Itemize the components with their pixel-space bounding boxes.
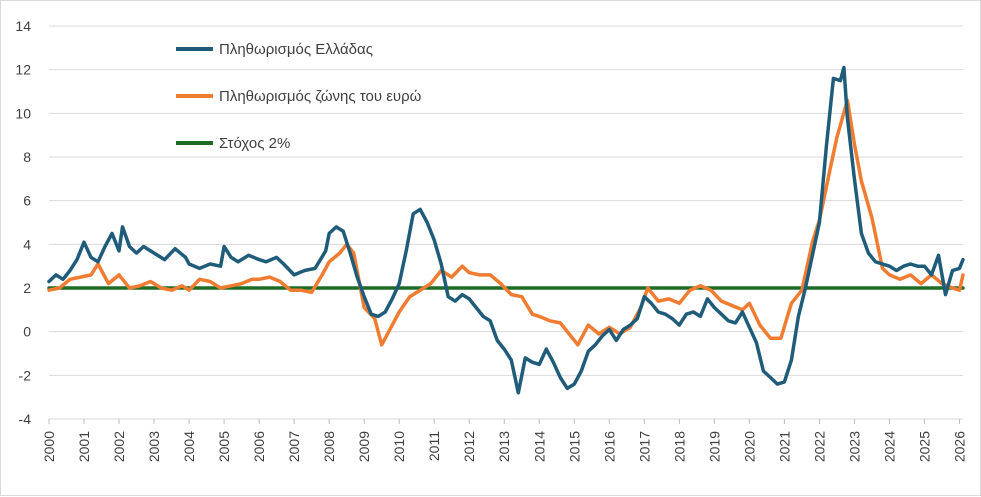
x-tick-label: 2022 <box>811 431 827 462</box>
y-tick-label: 4 <box>23 236 31 252</box>
y-tick-label: 6 <box>23 193 31 209</box>
x-tick-label: 2015 <box>566 431 582 462</box>
x-tick-label: 2025 <box>916 431 932 462</box>
legend: Πληθωρισμός Ελλάδας Πληθωρισμός ζώνης του… <box>176 41 422 152</box>
y-tick-label: -2 <box>19 367 32 383</box>
x-tick-label: 2003 <box>146 431 162 462</box>
series-line-1 <box>47 98 965 347</box>
x-tick-label: 2018 <box>671 431 687 462</box>
x-axis-ticks: 2000 2001 2002 2003 2004 2005 2006 2007 2008 2009… <box>41 419 967 462</box>
x-tick-label: 2010 <box>391 431 407 462</box>
y-tick-label: 14 <box>15 18 31 34</box>
x-tick-label: 2004 <box>181 431 197 462</box>
x-tick-label: 2006 <box>251 431 267 462</box>
x-tick-label: 2021 <box>776 431 792 462</box>
x-tick-label: 2017 <box>636 431 652 462</box>
legend-label: Στόχος 2% <box>219 135 290 152</box>
y-tick-label: -4 <box>19 411 32 427</box>
x-tick-label: 2000 <box>41 431 57 462</box>
x-tick-label: 2002 <box>111 431 127 462</box>
legend-label: Πληθωρισμός Ελλάδας <box>219 41 373 58</box>
x-tick-label: 2023 <box>846 431 862 462</box>
x-tick-label: 2009 <box>356 431 372 462</box>
series-lines <box>47 65 965 395</box>
y-tick-label: 8 <box>23 149 31 165</box>
x-tick-label: 2012 <box>461 431 477 462</box>
x-tick-label: 2001 <box>76 431 92 462</box>
y-tick-label: 2 <box>23 280 31 296</box>
x-tick-label: 2014 <box>531 431 547 462</box>
x-tick-label: 2024 <box>881 431 897 462</box>
x-tick-label: 2005 <box>216 431 232 462</box>
x-tick-label: 2019 <box>706 431 722 462</box>
x-tick-label: 2007 <box>286 431 302 462</box>
x-tick-label: 2026 <box>951 431 967 462</box>
x-tick-label: 2008 <box>321 431 337 462</box>
y-axis-ticks: -4 -2 0 2 4 6 8 10 12 14 <box>15 18 31 427</box>
y-tick-label: 10 <box>15 105 31 121</box>
series-line-0 <box>47 65 965 395</box>
x-tick-label: 2013 <box>496 431 512 462</box>
x-tick-label: 2016 <box>601 431 617 462</box>
legend-label: Πληθωρισμός ζώνης του ευρώ <box>219 88 422 105</box>
gridlines <box>49 25 963 420</box>
x-tick-label: 2020 <box>741 431 757 462</box>
y-tick-label: 0 <box>23 324 31 340</box>
x-tick-label: 2011 <box>426 431 442 461</box>
y-tick-label: 12 <box>15 62 31 78</box>
